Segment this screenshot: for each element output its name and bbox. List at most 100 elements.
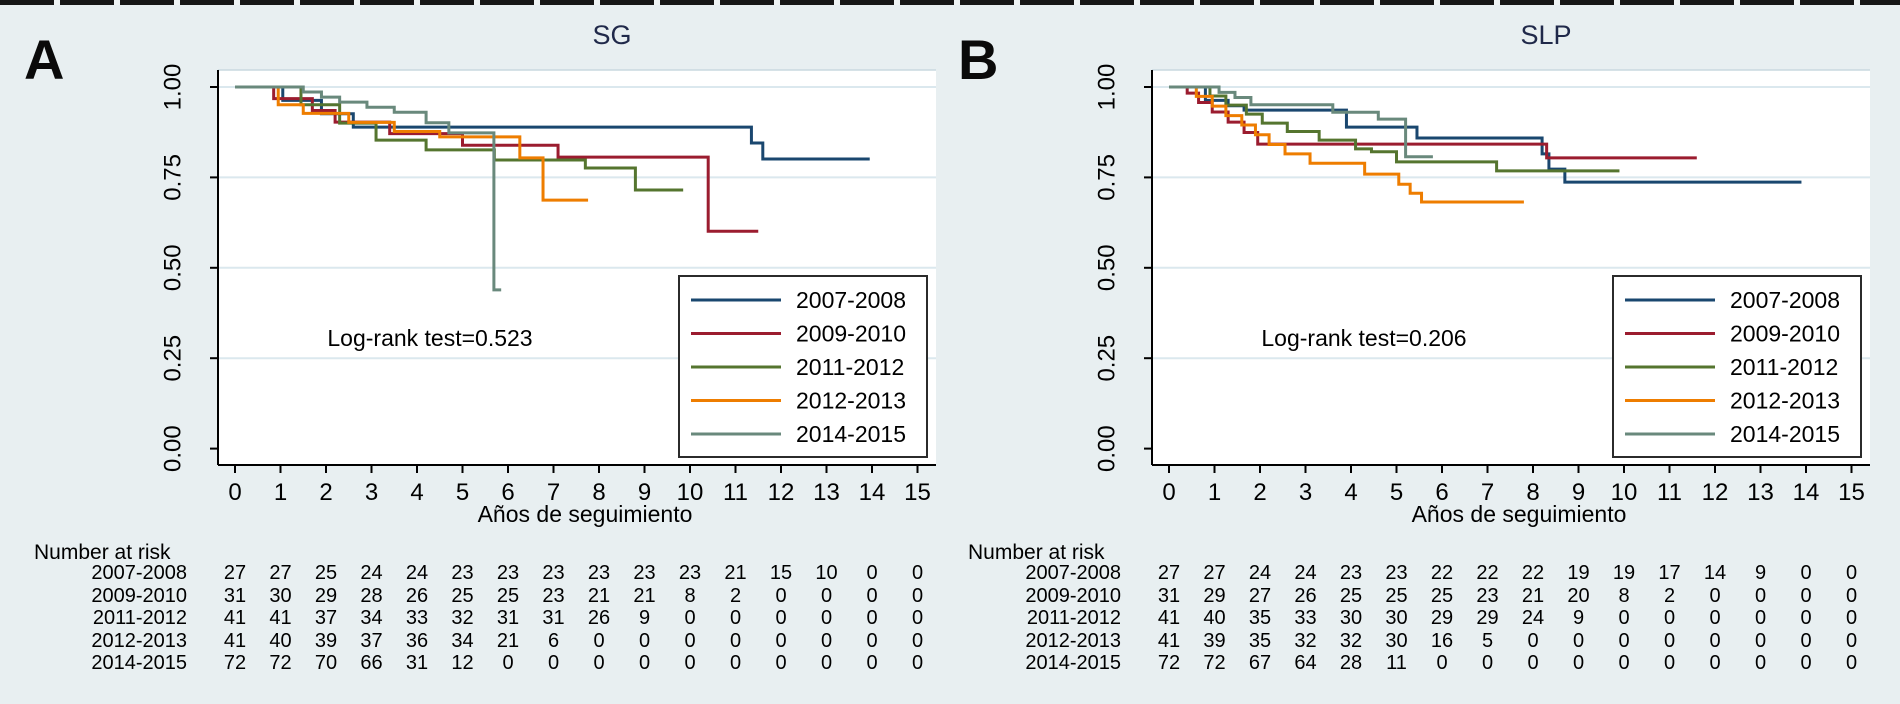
- nar-value: 31: [405, 652, 429, 674]
- nar-value: 0: [1527, 652, 1539, 674]
- x-tick-label: 11: [1657, 479, 1682, 506]
- nar-value: 22: [1430, 562, 1454, 584]
- x-tick-label: 13: [813, 479, 840, 506]
- nar-value: 23: [1476, 584, 1499, 607]
- y-tick-label: 0.50: [1093, 244, 1120, 291]
- y-tick-label: 0.00: [1093, 425, 1120, 472]
- legend-entry-2014-2015: 2014-2015: [691, 421, 906, 447]
- nar-value: 35: [1248, 607, 1272, 629]
- legend-entry-2007-2008: 2007-2008: [691, 287, 906, 313]
- nar-value: 15: [769, 562, 793, 584]
- nar-value: 9: [1572, 607, 1585, 629]
- nar-value: 25: [314, 562, 338, 584]
- y-axis: 0.00 0.25 0.50 0.75 1.00: [159, 64, 219, 472]
- nar-value: 33: [1294, 607, 1317, 629]
- nar-value: 0: [1481, 652, 1494, 674]
- legend-entry-2011-2012: 2011-2012: [691, 354, 904, 380]
- x-tick-label: 14: [1793, 479, 1820, 506]
- nar-value: 23: [542, 584, 565, 607]
- nar-value: 0: [1845, 562, 1858, 584]
- nar-value: 72: [269, 652, 292, 674]
- nar-value: 0: [684, 652, 696, 674]
- nar-value: 0: [866, 607, 878, 629]
- nar-value: 27: [1157, 562, 1181, 584]
- nar-value: 23: [633, 562, 656, 584]
- x-tick-label: 14: [859, 479, 886, 506]
- panel-b-logrank-annotation: Log-rank test=0.206: [1261, 325, 1467, 351]
- panel-b: B SLP Log-rank test=0.206 Años de seguim…: [934, 0, 1900, 704]
- legend-label: 2012-2013: [796, 388, 906, 414]
- nar-value: 0: [1663, 629, 1676, 652]
- nar-value: 0: [1845, 629, 1858, 652]
- nar-value: 0: [1845, 584, 1858, 607]
- nar-value: 0: [1663, 652, 1676, 674]
- legend-label: 2011-2012: [796, 354, 904, 380]
- nar-row-label: 2009-2010: [1025, 584, 1121, 607]
- nar-row-label: 2007-2008: [1025, 562, 1121, 584]
- nar-value: 8: [684, 584, 696, 607]
- y-tick-label: 1.00: [1093, 64, 1120, 111]
- nar-value: 0: [1800, 562, 1812, 584]
- nar-value: 14: [1703, 562, 1727, 584]
- series-2012-2013: [235, 85, 589, 202]
- nar-value: 0: [820, 584, 833, 607]
- nar-value: 8: [1618, 584, 1630, 607]
- nar-value: 0: [1618, 607, 1630, 629]
- nar-value: 0: [1845, 652, 1858, 674]
- nar-row-label: 2012-2013: [91, 629, 187, 652]
- panel-b-plot: 0.000.250.500.751.000 1 2 3 4 5 6 7 8 9 10 11 12 13 14…: [1093, 64, 1870, 506]
- nar-value: 22: [1476, 562, 1499, 584]
- nar-value: 0: [1800, 652, 1812, 674]
- series-2007-2008: [1169, 85, 1802, 184]
- nar-value: 0: [866, 584, 878, 607]
- nar-value: 24: [1248, 562, 1272, 584]
- nar-value: 39: [1203, 629, 1226, 652]
- nar-value: 16: [1430, 629, 1454, 652]
- x-tick-label: 1: [1208, 479, 1221, 506]
- nar-value: 9: [638, 607, 651, 629]
- panel-a-letter: A: [24, 28, 66, 91]
- series-2014-2015: [235, 85, 502, 292]
- nar-value: 11: [1386, 652, 1407, 674]
- nar-value: 64: [1294, 652, 1317, 674]
- nar-value: 34: [451, 629, 474, 652]
- nar-value: 0: [1709, 584, 1721, 607]
- nar-row-label: 2014-2015: [91, 652, 187, 674]
- nar-value: 10: [815, 562, 838, 584]
- nar-value: 23: [1339, 562, 1363, 584]
- x-tick-label: 7: [1481, 479, 1494, 506]
- x-tick-label: 4: [1344, 479, 1357, 506]
- nar-value: 20: [1567, 584, 1590, 607]
- nar-value: 0: [775, 629, 787, 652]
- nar-value: 0: [638, 652, 651, 674]
- nar-value: 21: [1521, 584, 1545, 607]
- x-tick-label: 8: [592, 479, 605, 506]
- series-2009-2010: [235, 85, 759, 233]
- nar-value: 0: [820, 629, 833, 652]
- nar-value: 36: [405, 629, 429, 652]
- panel-b-xaxis-title: Años de seguimiento: [1411, 501, 1627, 527]
- nar-value: 26: [405, 584, 429, 607]
- y-axis: 0.00 0.25 0.50 0.75 1.00: [1093, 64, 1153, 472]
- y-tick-label: 1.00: [159, 64, 186, 111]
- legend-entry-2012-2013: 2012-2013: [1625, 388, 1840, 414]
- nar-value: 24: [405, 562, 429, 584]
- nar-value: 27: [269, 562, 292, 584]
- panel-a-xaxis-title: Años de seguimiento: [477, 501, 693, 527]
- x-tick-label: 4: [410, 479, 423, 506]
- nar-value: 31: [223, 584, 247, 607]
- x-tick-label: 7: [547, 479, 560, 506]
- top-border-strip: [0, 0, 1900, 5]
- legend-entry-2014-2015: 2014-2015: [1625, 421, 1840, 447]
- nar-row-label: 2012-2013: [1025, 629, 1121, 652]
- nar-value: 0: [866, 562, 878, 584]
- x-tick-label: 9: [1572, 479, 1585, 506]
- nar-value: 41: [269, 607, 292, 629]
- nar-value: 0: [820, 607, 833, 629]
- nar-value: 28: [360, 584, 383, 607]
- nar-value: 24: [1521, 607, 1545, 629]
- nar-value: 32: [451, 607, 474, 629]
- x-axis: 0 1 2 3 4 5 6 7 8 9 10 11 12 13 14 15: [218, 464, 936, 506]
